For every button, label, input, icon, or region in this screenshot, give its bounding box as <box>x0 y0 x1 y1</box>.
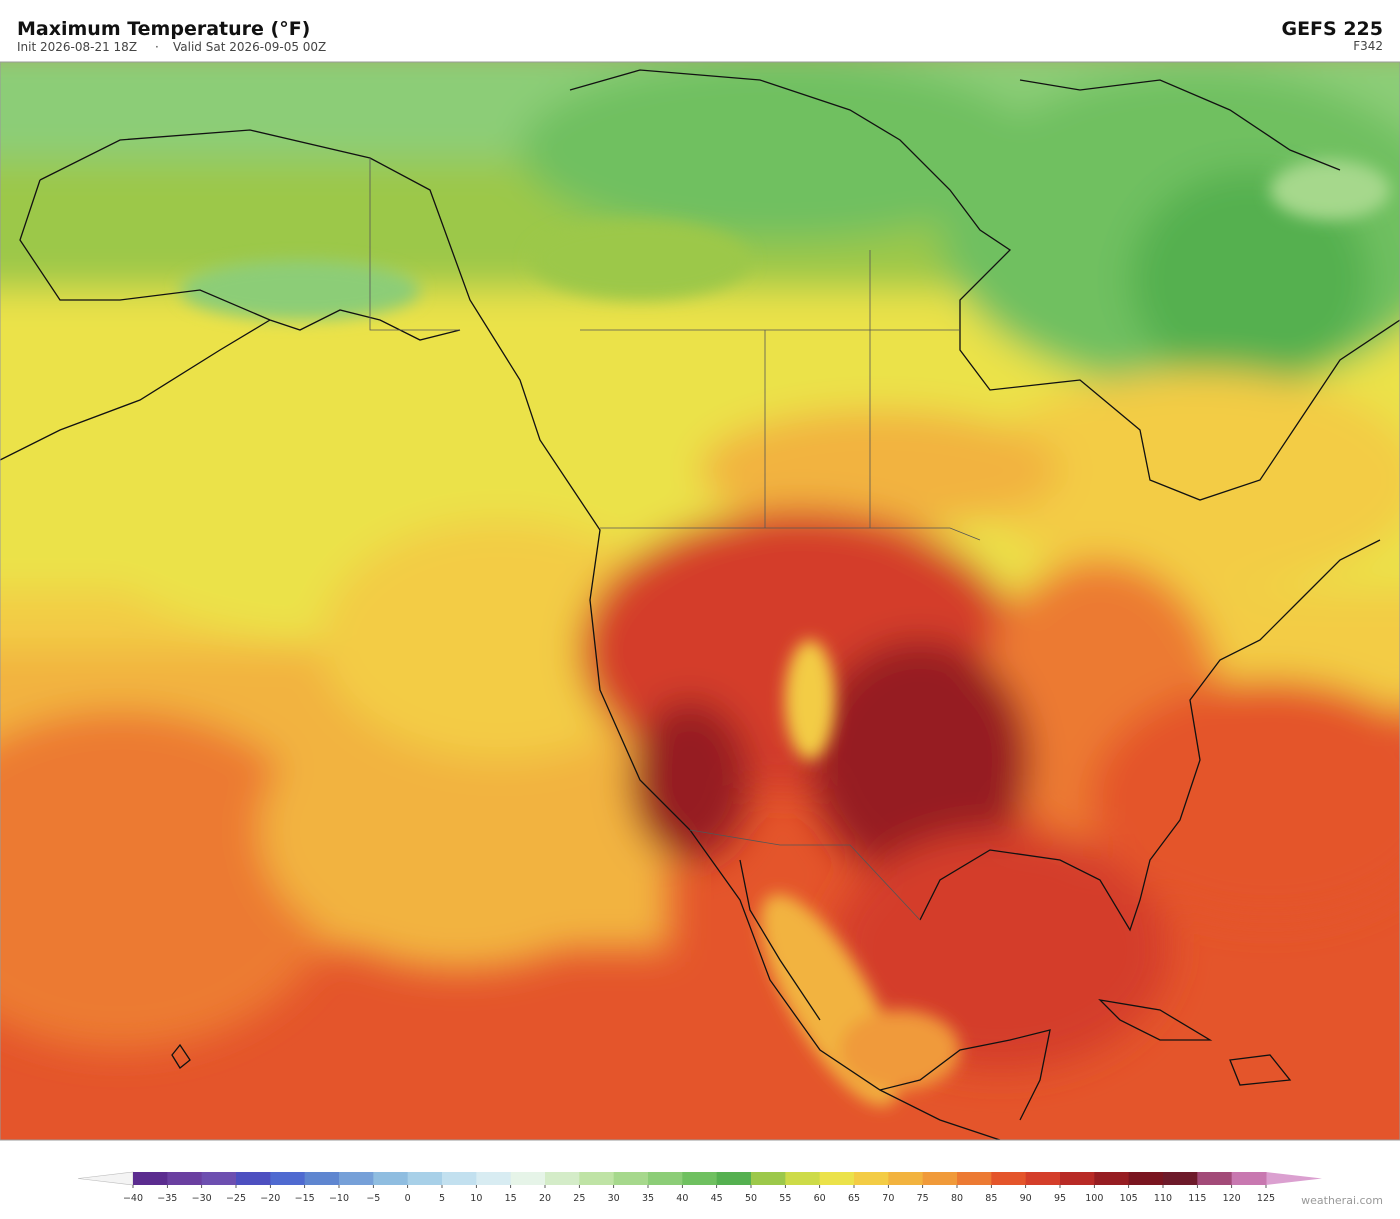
colorbar-tick-label: 25 <box>573 1193 585 1204</box>
map <box>0 62 1400 1140</box>
colorbar-tick-label: −40 <box>123 1193 143 1204</box>
colorbar-segment <box>888 1172 924 1185</box>
colorbar-segment <box>510 1172 546 1185</box>
colorbar-tick-label: 105 <box>1120 1193 1138 1204</box>
colorbar-tick-label: −30 <box>192 1193 212 1204</box>
colorbar-tick-label: 50 <box>745 1193 757 1204</box>
colorbar-segment <box>682 1172 718 1185</box>
colorbar-tick-label: 75 <box>917 1193 929 1204</box>
colorbar-tick-label: 55 <box>779 1193 791 1204</box>
colorbar-tick-label: 60 <box>814 1193 826 1204</box>
colorbar-tick-label: −5 <box>366 1193 380 1204</box>
colorbar-segment <box>716 1172 752 1185</box>
colorbar-tick-label: 110 <box>1154 1193 1172 1204</box>
colorbar-segment <box>751 1172 786 1185</box>
colorbar-tick-label: 45 <box>711 1193 723 1204</box>
colorbar-under <box>77 1171 134 1186</box>
colorbar-segment <box>1197 1172 1233 1185</box>
colorbar-tick-label: 100 <box>1085 1193 1103 1204</box>
colorbar-tick-label: 0 <box>405 1193 411 1204</box>
colorbar-segment <box>1128 1172 1164 1185</box>
colorbar: −40 −35 −30 −25 −20 −15 −10 −5 0 5 10 15 20 25 30 35 40 4… <box>77 1171 1322 1204</box>
separator: · <box>155 40 159 54</box>
colorbar-segment <box>579 1172 615 1185</box>
colorbar-segment <box>201 1172 237 1185</box>
colorbar-over <box>1266 1172 1322 1185</box>
colorbar-tick-label: 115 <box>1188 1193 1206 1204</box>
colorbar-tick-label: 10 <box>470 1193 482 1204</box>
map-frame <box>0 61 1400 1141</box>
colorbar-tick-label: 85 <box>985 1193 997 1204</box>
colorbar-tick-label: 125 <box>1257 1193 1275 1204</box>
colorbar-tick-label: 95 <box>1054 1193 1066 1204</box>
colorbar-segment <box>1094 1172 1130 1185</box>
colorbar-segment <box>339 1172 374 1185</box>
colorbar-segment <box>1163 1172 1198 1185</box>
colorbar-tick-label: 20 <box>539 1193 551 1204</box>
colorbar-segment <box>545 1172 580 1185</box>
colorbar-segment <box>785 1172 821 1185</box>
colorbar-segment <box>991 1172 1027 1185</box>
colorbar-segment <box>648 1172 683 1185</box>
colorbar-tick-label: 90 <box>1020 1193 1032 1204</box>
colorbar-segment <box>167 1172 203 1185</box>
colorbar-tick-label: 30 <box>608 1193 620 1204</box>
colorbar-tick-label: −10 <box>329 1193 349 1204</box>
colorbar-segment <box>304 1172 340 1185</box>
colorbar-segment <box>373 1172 409 1185</box>
colorbar-segment <box>133 1172 168 1185</box>
colorbar-segment <box>957 1172 992 1185</box>
valid-time: Valid Sat 2026-09-05 00Z <box>173 40 326 54</box>
init-time: Init 2026-08-21 18Z <box>17 40 137 54</box>
colorbar-segment <box>613 1172 649 1185</box>
colorbar-segment <box>1060 1172 1095 1185</box>
colorbar-tick-label: 65 <box>848 1193 860 1204</box>
colorbar-segment <box>407 1172 443 1185</box>
colorbar-segment <box>1025 1172 1061 1185</box>
colorbar-tick-label: −35 <box>157 1193 177 1204</box>
colorbar-tick-label: 120 <box>1223 1193 1241 1204</box>
colorbar-segment <box>270 1172 306 1185</box>
title: Maximum Temperature (°F) <box>17 18 310 40</box>
colorbar-tick-label: −25 <box>226 1193 246 1204</box>
colorbar-segment <box>442 1172 477 1185</box>
colorbar-tick-label: 35 <box>642 1193 654 1204</box>
colorbar-segment <box>922 1172 958 1185</box>
colorbar-segment <box>476 1172 512 1185</box>
colorbar-segment <box>854 1172 889 1185</box>
colorbar-segment <box>236 1172 271 1185</box>
colorbar-tick-label: 40 <box>676 1193 688 1204</box>
colorbar-segment <box>819 1172 855 1185</box>
colorbar-tick-label: −15 <box>295 1193 315 1204</box>
colorbar-tick-label: 80 <box>951 1193 963 1204</box>
colorbar-segment <box>1231 1172 1267 1185</box>
colorbar-tick-label: −20 <box>260 1193 280 1204</box>
credit: weatherai.com <box>1301 1194 1383 1207</box>
colorbar-tick-label: 70 <box>882 1193 894 1204</box>
colorbar-tick-label: 15 <box>505 1193 517 1204</box>
colorbar-tick-label: 5 <box>439 1193 445 1204</box>
forecast-hour: F342 <box>1353 39 1383 53</box>
model-name: GEFS 225 <box>1281 18 1383 40</box>
